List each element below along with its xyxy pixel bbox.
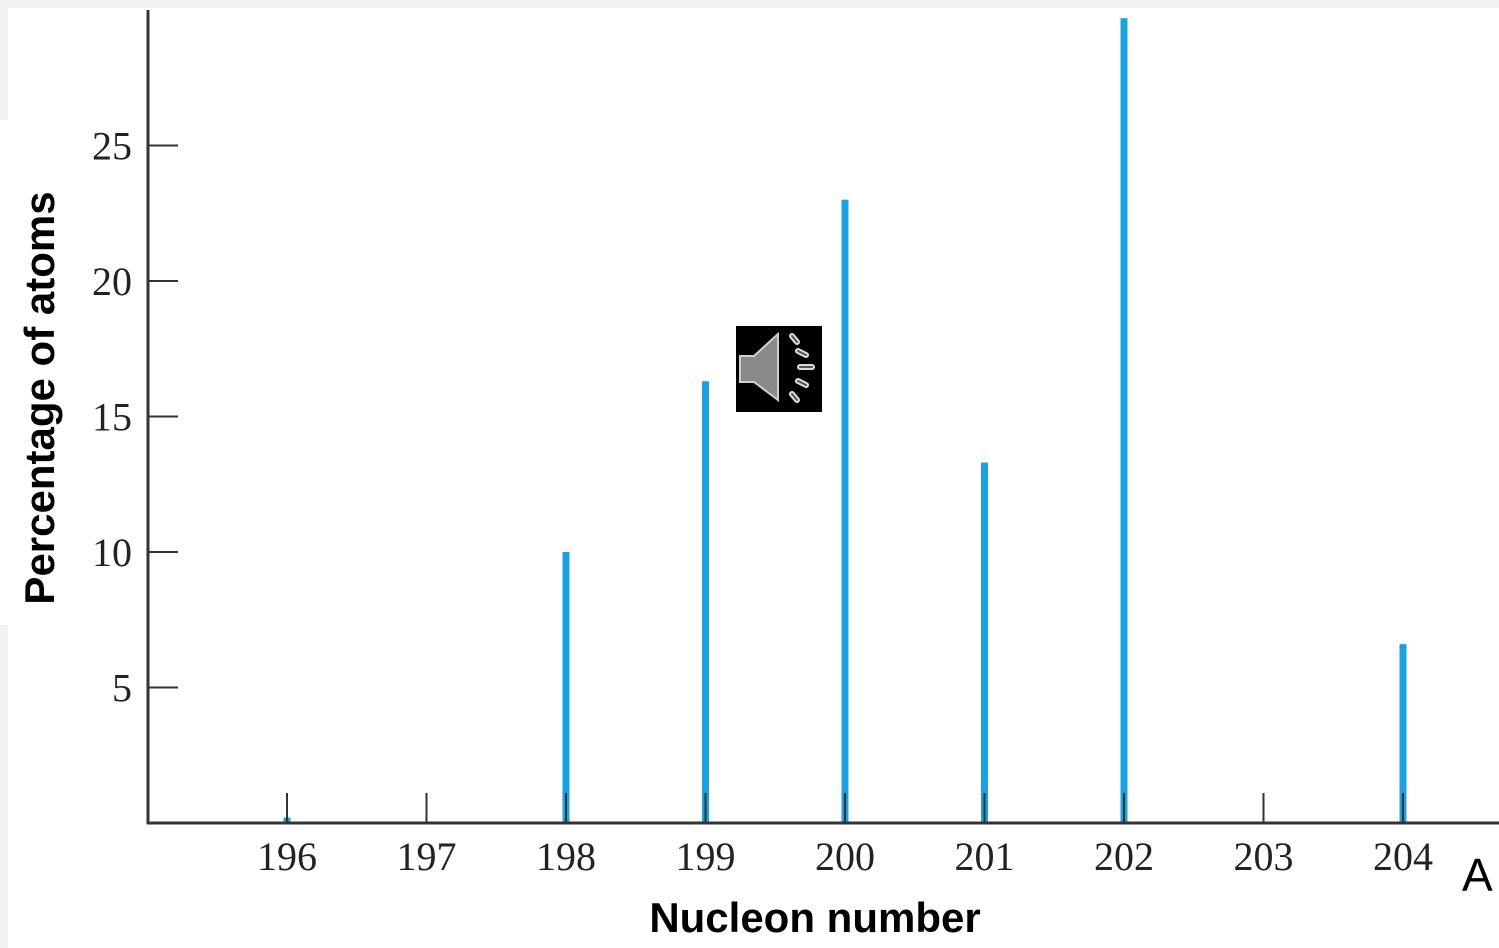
bars	[283, 18, 1407, 823]
bar-198	[562, 552, 570, 823]
speaker-icon	[739, 331, 815, 403]
audio-button[interactable]	[736, 326, 822, 412]
x-tick-label-197: 197	[397, 834, 457, 879]
y-tick-label-10: 10	[92, 530, 132, 575]
x-tick-label-204: 204	[1373, 834, 1433, 879]
x-tick-label-200: 200	[815, 834, 875, 879]
x-tick-label-202: 202	[1094, 834, 1154, 879]
y-axis-title: Percentage of atoms	[16, 191, 63, 604]
bar-199	[702, 381, 709, 823]
y-tick-label-15: 15	[92, 395, 132, 440]
left-panel	[0, 120, 10, 625]
bar-201	[981, 462, 988, 823]
bar-204	[1399, 644, 1407, 823]
bar-200	[841, 199, 849, 823]
y-ticks: 5 10 15 20 25	[92, 124, 178, 711]
axes	[146, 10, 1499, 825]
plot-background	[8, 8, 1499, 948]
x-axis-title: Nucleon number	[649, 894, 980, 941]
corner-label: A	[1462, 849, 1493, 901]
bar-202	[1120, 18, 1128, 823]
x-tick-label-198: 198	[536, 834, 596, 879]
y-tick-label-5: 5	[112, 666, 132, 711]
x-tick-label-196: 196	[257, 834, 317, 879]
y-tick-label-20: 20	[92, 259, 132, 304]
x-ticks: 196 197 198 199 200 201 202 203 204	[257, 793, 1433, 879]
x-tick-label-203: 203	[1234, 834, 1294, 879]
x-tick-label-201: 201	[955, 834, 1015, 879]
y-tick-label-25: 25	[92, 124, 132, 169]
x-tick-label-199: 199	[676, 834, 736, 879]
